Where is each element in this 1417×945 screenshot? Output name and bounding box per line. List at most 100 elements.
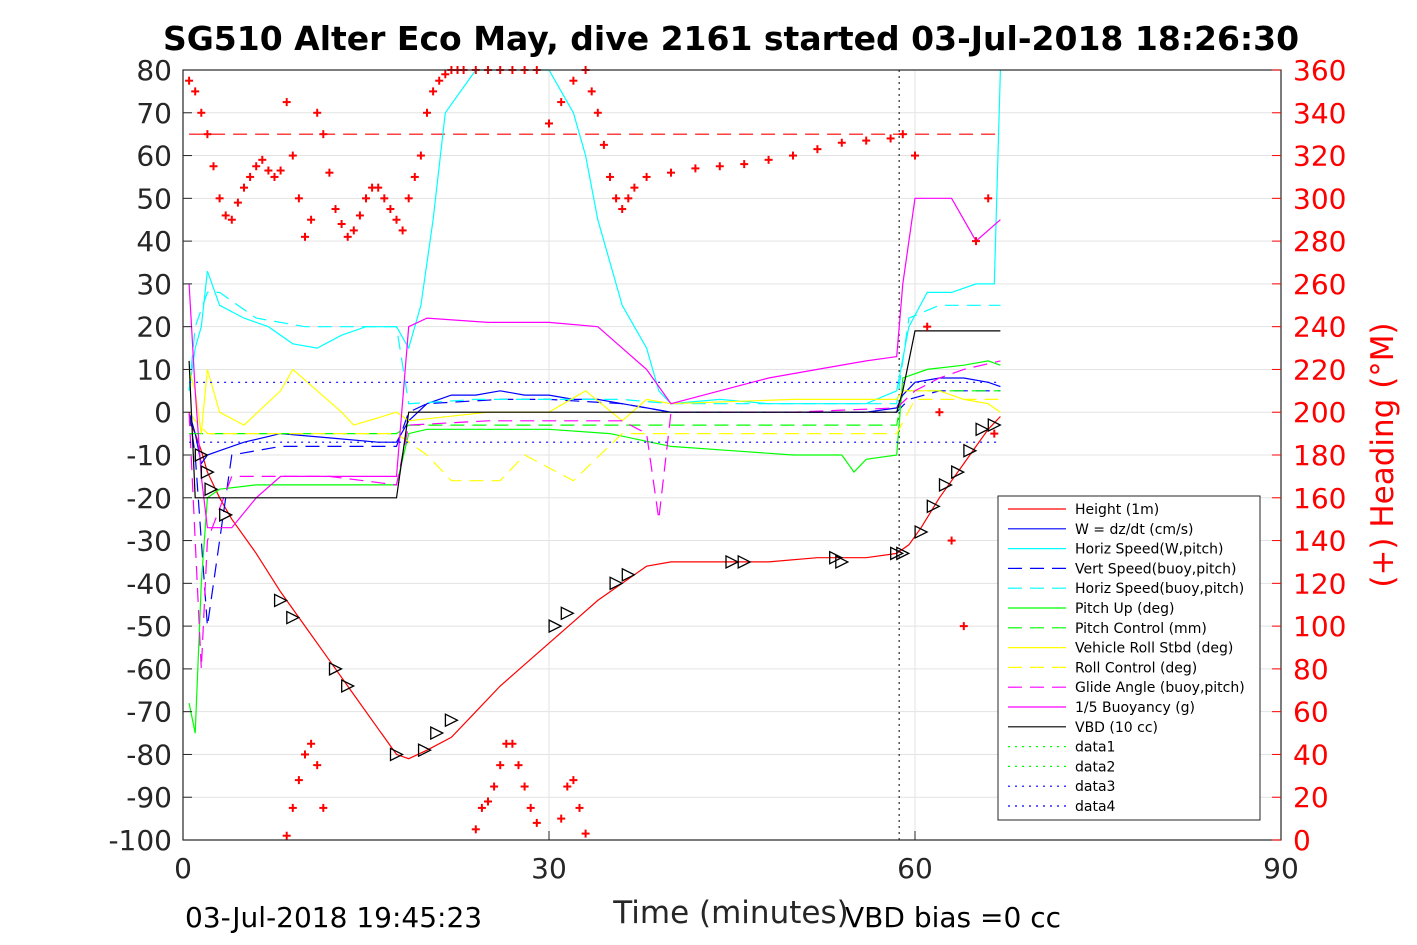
legend-entry: Glide Angle (buoy,pitch): [1075, 680, 1245, 696]
right-tick-label: 120: [1293, 567, 1346, 600]
y-tick-label: -20: [126, 482, 172, 515]
heading-point: [581, 829, 590, 838]
heading-point: [606, 172, 614, 181]
heading-point: [618, 205, 627, 214]
triangle-marker: [938, 477, 953, 492]
right-tick-label: 100: [1293, 610, 1346, 643]
y-tick-label: 30: [136, 268, 172, 301]
triangle-marker: [417, 743, 433, 758]
legend-entry: data1: [1075, 740, 1115, 756]
triangle-marker: [896, 546, 911, 561]
y-tick-label: 80: [136, 54, 172, 87]
heading-point: [215, 194, 224, 203]
y-tick-label: 20: [136, 311, 172, 344]
triangle-marker: [914, 524, 929, 540]
triangle-marker: [194, 447, 209, 463]
triangle-marker: [835, 554, 850, 569]
heading-point: [624, 194, 633, 203]
y-tick-label: -80: [126, 738, 172, 771]
y-tick-label: -90: [126, 781, 172, 814]
triangle-marker: [621, 567, 636, 582]
right-tick-label: 280: [1293, 225, 1346, 258]
triangle-marker: [286, 610, 301, 625]
heading-point: [343, 232, 352, 241]
heading-point: [410, 172, 419, 181]
heading-point: [557, 814, 566, 823]
legend-entry: Vert Speed(buoy,pitch): [1075, 561, 1237, 577]
heading-point: [252, 162, 261, 171]
axis-ticks: 0 30 60 90-100-90-80-70-60-50-40-30-20-1001…: [108, 54, 1346, 885]
heading-point: [496, 761, 505, 770]
heading-point: [337, 220, 346, 228]
legend-entry: 1/5 Buoyancy (g): [1075, 700, 1195, 716]
heading-point: [386, 205, 395, 214]
heading-point: [276, 166, 285, 175]
y-tick-label: 0: [154, 396, 172, 429]
triangle-marker: [987, 418, 1002, 433]
y-tick-label: -60: [126, 653, 172, 686]
y-tick-label: -30: [126, 525, 172, 558]
y-tick-label: 40: [136, 225, 172, 258]
heading-point: [429, 87, 438, 96]
heading-point: [203, 130, 212, 139]
heading-point: [380, 194, 389, 203]
heading-point: [886, 134, 895, 143]
heading-point: [587, 87, 596, 96]
heading-point: [282, 831, 291, 840]
heading-point: [221, 211, 230, 220]
heading-point: [392, 215, 401, 224]
heading-point: [484, 797, 492, 806]
chart-title: SG510 Alter Eco May, dive 2161 started 0…: [163, 19, 1299, 58]
legend-entry: Pitch Control (mm): [1075, 621, 1207, 637]
heading-point: [557, 98, 566, 107]
heading-point: [319, 803, 328, 812]
heading-point: [563, 782, 572, 791]
x-tick-label: 60: [897, 852, 933, 885]
heading-point: [435, 76, 444, 85]
heading-point: [423, 108, 431, 117]
y-tick-label: 60: [136, 140, 172, 173]
triangle-marker: [609, 576, 624, 591]
y-tick-label: -50: [126, 610, 172, 643]
heading-point: [667, 168, 675, 177]
triangle-marker: [548, 619, 563, 634]
legend-entry: Horiz Speed(W,pitch): [1075, 542, 1223, 558]
legend-entry: Pitch Up (deg): [1075, 601, 1174, 617]
right-tick-label: 220: [1293, 353, 1346, 386]
heading-point: [990, 429, 999, 438]
heading-point: [569, 776, 578, 785]
heading-point: [490, 782, 499, 791]
heading-point: [642, 172, 651, 181]
triangle-marker: [430, 726, 445, 741]
heading-point: [301, 232, 309, 241]
heading-point: [715, 162, 724, 171]
x-axis-label: Time (minutes): [612, 895, 848, 931]
heading-point: [630, 183, 639, 192]
heading-point: [898, 130, 907, 139]
heading-point: [313, 761, 322, 770]
heading-point: [691, 164, 700, 173]
heading-point: [404, 194, 413, 203]
right-tick-label: 320: [1293, 140, 1346, 173]
y-tick-label: 70: [136, 97, 172, 130]
heading-point: [416, 151, 425, 160]
right-tick-label: 360: [1293, 54, 1346, 87]
legend: Height (1m) W = dz/dt (cm/s) Horiz Speed(W…: [997, 495, 1261, 821]
legend-entry: Horiz Speed(buoy,pitch): [1075, 581, 1244, 597]
x-tick-label: 30: [531, 852, 567, 885]
right-tick-label: 200: [1293, 396, 1346, 429]
heading-point: [972, 237, 980, 246]
triangle-marker: [389, 747, 404, 762]
series-height-1m: [188, 416, 1001, 760]
legend-entry: Height (1m): [1075, 502, 1159, 518]
heading-point: [532, 818, 541, 827]
heading-point: [374, 183, 383, 192]
triangle-marker: [204, 482, 219, 497]
heading-point: [282, 98, 291, 107]
triangle-marker: [975, 422, 990, 437]
heading-point: [398, 226, 407, 235]
heading-point: [307, 739, 316, 748]
triangle-marker: [341, 678, 356, 694]
right-tick-label: 340: [1293, 97, 1346, 130]
